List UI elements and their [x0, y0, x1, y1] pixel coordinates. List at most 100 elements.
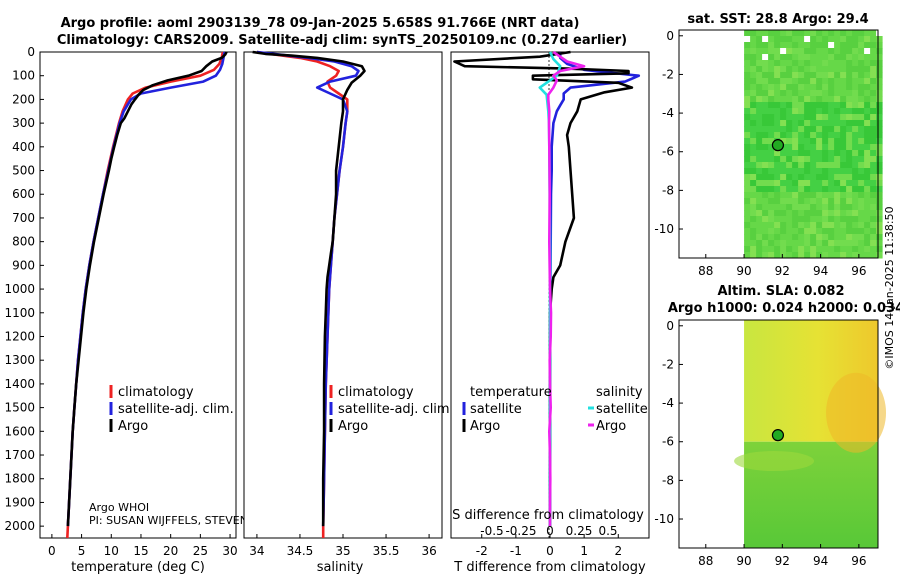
lat-tick-label: -4	[662, 396, 674, 410]
sst-cell	[822, 162, 829, 169]
sst-cell	[828, 192, 835, 199]
sst-cell	[876, 120, 883, 127]
sst-cell	[804, 132, 811, 139]
lon-tick-label: 94	[813, 264, 828, 278]
sst-cell	[822, 186, 829, 193]
sst-cell	[750, 210, 757, 217]
sst-cell	[852, 162, 859, 169]
sst-cell	[846, 252, 853, 259]
sst-cell	[810, 222, 817, 229]
sst-cell	[798, 138, 805, 145]
sst-cell	[834, 48, 841, 55]
sst-cell	[744, 84, 751, 91]
sst-cell	[846, 42, 853, 49]
sst-cell	[822, 198, 829, 205]
sst-cell	[846, 234, 853, 241]
sst-cell	[828, 174, 835, 181]
sst-cell	[828, 30, 835, 37]
sst-cell	[876, 186, 883, 193]
sst-cell	[816, 120, 823, 127]
sst-cell	[798, 216, 805, 223]
sst-cell	[852, 108, 859, 115]
sst-cell	[786, 54, 793, 61]
sst-cell	[744, 54, 751, 61]
sst-cell	[810, 90, 817, 97]
s-tick-label: -0.5	[480, 524, 503, 538]
sst-cell	[858, 66, 865, 73]
sst-cell	[840, 240, 847, 247]
sst-cell	[798, 180, 805, 187]
sst-cell	[786, 180, 793, 187]
sst-cell	[834, 84, 841, 91]
sst-cell	[816, 234, 823, 241]
sst-cell	[858, 198, 865, 205]
sst-cell	[852, 126, 859, 133]
salinity-series	[252, 50, 366, 538]
sst-cell	[756, 150, 763, 157]
sst-cell	[810, 30, 817, 37]
lat-tick-label: -8	[662, 473, 674, 487]
sst-cell	[840, 90, 847, 97]
sst-cell	[834, 120, 841, 127]
sst-cell	[846, 126, 853, 133]
sst-cell	[876, 156, 883, 163]
sst-cell	[840, 210, 847, 217]
sst-cell	[822, 240, 829, 247]
sst-cell	[792, 84, 799, 91]
sst-cell	[804, 204, 811, 211]
sst-cell	[762, 96, 769, 103]
sst-cell	[792, 192, 799, 199]
sst-cell	[774, 108, 781, 115]
sst-cell	[744, 120, 751, 127]
depth-tick-label: 1100	[4, 306, 35, 320]
sst-cell	[786, 126, 793, 133]
sst-cell	[822, 48, 829, 55]
sst-cell	[768, 240, 775, 247]
legend-temperature-title: temperature	[470, 385, 552, 400]
sst-cell	[798, 168, 805, 175]
sst-cell	[774, 162, 781, 169]
sst-cell	[846, 108, 853, 115]
sst-cell	[792, 66, 799, 73]
sst-cell	[762, 180, 769, 187]
depth-tick-label: 500	[12, 164, 35, 178]
sst-cell	[858, 168, 865, 175]
legend-argo-label: Argo	[118, 419, 148, 434]
sst-cell	[750, 66, 757, 73]
sst-cell	[810, 168, 817, 175]
sst-cell	[804, 198, 811, 205]
sst-cell	[846, 84, 853, 91]
sst-cell	[816, 132, 823, 139]
sst-cell	[792, 108, 799, 115]
sst-cell	[870, 132, 877, 139]
sst-cell	[804, 108, 811, 115]
sst-cell	[876, 66, 883, 73]
sst-cell	[786, 174, 793, 181]
sst-cell	[834, 186, 841, 193]
sst-cell	[768, 168, 775, 175]
sst-cell	[762, 246, 769, 253]
sst-cell	[828, 114, 835, 121]
sst-cell	[768, 192, 775, 199]
salinity-plot-frame	[243, 51, 443, 539]
sst-cell	[768, 126, 775, 133]
sst-cell	[780, 210, 787, 217]
x-tick-label: 34.5	[287, 544, 314, 558]
sst-cell	[774, 156, 781, 163]
sst-cell	[756, 42, 763, 49]
sst-cell	[756, 144, 763, 151]
sst-cell	[852, 180, 859, 187]
x-tick-label: 5	[78, 544, 86, 558]
sst-cell	[876, 132, 883, 139]
sst-cell	[780, 204, 787, 211]
sst-cell	[840, 54, 847, 61]
sst-cell	[816, 78, 823, 85]
sst-cell	[780, 168, 787, 175]
sst-cell	[804, 138, 811, 145]
float-pi: PI: SUSAN WIJFFELS, STEVEN	[89, 514, 248, 527]
sst-cell	[762, 36, 769, 43]
sst-cell	[822, 222, 829, 229]
sst-cell	[768, 102, 775, 109]
sst-cell	[768, 162, 775, 169]
sst-cell	[744, 204, 751, 211]
